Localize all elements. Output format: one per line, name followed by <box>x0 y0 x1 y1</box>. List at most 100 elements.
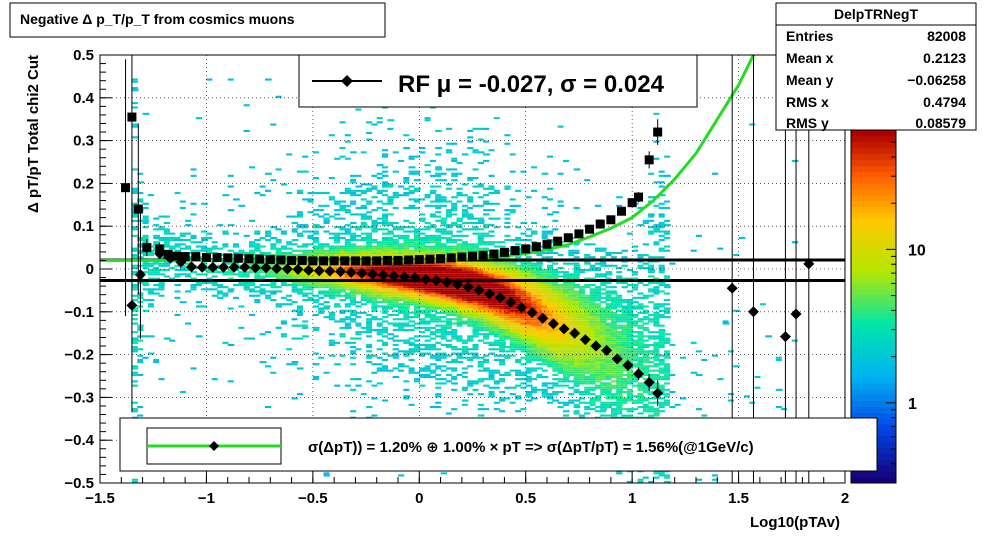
heatmap-cell <box>408 301 415 304</box>
heatmap-cell <box>600 292 607 295</box>
heatmap-cell <box>408 316 415 319</box>
heatmap-cell <box>360 288 367 291</box>
heatmap-cell <box>382 219 389 222</box>
heatmap-cell <box>626 356 633 359</box>
heatmap-cell <box>360 189 368 192</box>
heatmap-cell <box>653 365 660 368</box>
heatmap-cell <box>440 275 447 278</box>
heatmap-cell <box>414 311 420 314</box>
heatmap-cell <box>791 339 798 342</box>
heatmap-cell <box>536 305 543 308</box>
heatmap-cell <box>429 213 436 216</box>
heatmap-cell <box>642 262 649 265</box>
heatmap-cell <box>515 299 522 302</box>
heatmap-cell <box>382 241 388 244</box>
heatmap-cell <box>153 236 160 239</box>
heatmap-cell <box>440 354 447 357</box>
heatmap-cell <box>568 251 575 254</box>
heatmap-cell <box>632 339 639 342</box>
heatmap-cell <box>525 286 533 289</box>
heatmap-cell <box>424 117 431 120</box>
heatmap-cell <box>131 286 138 289</box>
heatmap-cell <box>408 371 415 374</box>
heatmap-cell <box>552 328 559 331</box>
heatmap-cell <box>664 399 671 402</box>
heatmap-cell <box>307 249 315 252</box>
heatmap-cell <box>483 361 490 364</box>
heatmap-cell <box>456 320 463 323</box>
heatmap-cell <box>419 335 426 338</box>
heatmap-cell <box>408 284 415 287</box>
heatmap-cell <box>366 236 373 239</box>
heatmap-cell <box>605 384 612 387</box>
heatmap-cell <box>589 369 596 372</box>
heatmap-cell <box>578 271 585 274</box>
heatmap-cell <box>163 236 170 239</box>
heatmap-cell <box>403 309 410 312</box>
heatmap-cell <box>616 350 623 353</box>
heatmap-cell <box>461 234 469 237</box>
heatmap-cell <box>621 352 628 355</box>
heatmap-cell <box>445 236 452 239</box>
heatmap-cell <box>414 307 420 310</box>
heatmap-cell <box>515 316 522 319</box>
heatmap-cell <box>578 301 585 304</box>
heatmap-cell <box>227 307 234 310</box>
heatmap-cell <box>195 245 203 248</box>
heatmap-cell <box>584 412 591 415</box>
heatmap-cell <box>765 335 772 338</box>
heatmap-cell <box>504 264 511 267</box>
heatmap-cell <box>185 232 192 235</box>
heatmap-cell <box>414 228 420 231</box>
heatmap-cell <box>291 243 298 246</box>
heatmap-cell <box>302 299 309 302</box>
heatmap-cell <box>259 292 266 295</box>
heatmap-cell <box>648 275 655 278</box>
heatmap-cell <box>286 243 293 246</box>
heatmap-cell <box>658 388 665 391</box>
heatmap-cell <box>483 313 490 316</box>
heatmap-cell <box>451 328 458 331</box>
heatmap-cell <box>552 335 559 338</box>
heatmap-cell <box>547 307 554 310</box>
heatmap-cell <box>541 290 548 293</box>
heatmap-cell <box>541 326 548 329</box>
heatmap-cell <box>344 309 351 312</box>
heatmap-cell <box>360 247 367 250</box>
heatmap-cell <box>185 247 192 250</box>
heatmap-cell <box>477 266 484 269</box>
heatmap-cell <box>552 301 559 304</box>
heatmap-cell <box>493 245 500 248</box>
heatmap-cell <box>366 232 373 235</box>
heatmap-cell <box>142 266 149 269</box>
heatmap-cell <box>547 251 553 254</box>
heatmap-cell <box>435 348 442 351</box>
heatmap-cell <box>131 294 138 297</box>
heatmap-cell <box>509 393 516 396</box>
heatmap-cell <box>610 264 618 267</box>
heatmap-cell <box>435 251 442 254</box>
heatmap-cell <box>328 264 335 267</box>
heatmap-cell <box>445 239 452 242</box>
heatmap-cell <box>658 224 666 227</box>
heatmap-cell <box>573 410 580 413</box>
heatmap-cell <box>217 271 224 274</box>
heatmap-cell <box>664 174 671 177</box>
heatmap-cell <box>467 200 474 203</box>
heatmap-cell <box>658 234 665 237</box>
heatmap-cell <box>296 367 304 370</box>
heatmap-cell <box>392 328 399 331</box>
heatmap-cell <box>536 335 543 338</box>
heatmap-cell <box>392 243 399 246</box>
heatmap-cell <box>344 326 352 329</box>
heatmap-cell <box>605 356 613 359</box>
heatmap-cell <box>371 241 378 244</box>
heatmap-cell <box>610 324 617 327</box>
heatmap-cell <box>610 365 617 368</box>
heatmap-cell <box>398 299 405 302</box>
heatmap-cell <box>605 303 612 306</box>
heatmap-cell <box>456 245 463 248</box>
heatmap-cell <box>350 264 357 267</box>
heatmap-cell <box>249 284 255 287</box>
heatmap-cell <box>541 296 548 299</box>
